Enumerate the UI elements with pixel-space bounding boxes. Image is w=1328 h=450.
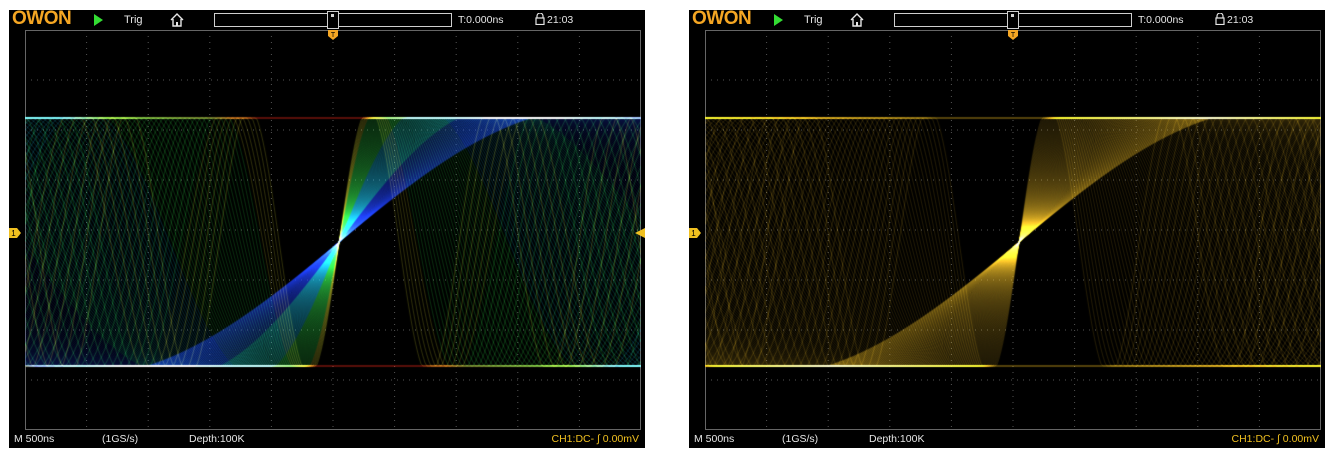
info-bar: M 500ns (1GS/s) Depth:100K CH1:DC- ∫ 0.0… [689,430,1325,448]
timebase-readout: M 500ns [14,433,55,445]
memory-depth-readout: Depth:100K [869,433,925,445]
channel-info-readout: CH1:DC- ∫ 0.00mV [1231,433,1319,445]
owon-logo: OWON [12,8,72,29]
trigger-level-marker-icon [635,228,645,238]
trigger-marker-icon: T [328,30,338,40]
waveform-display [25,30,641,430]
play-icon[interactable] [94,14,103,26]
svg-text:1: 1 [691,229,696,238]
status-bar: OWON Trig T:0.000ns 21:03 [689,8,1325,30]
lock-icon [535,13,545,25]
waveform-display [705,30,1321,430]
timebase-readout: M 500ns [694,433,735,445]
status-bar: OWON Trig T:0.000ns 21:03 [9,8,645,30]
lock-icon [1215,13,1225,25]
run-status: Trig [804,14,823,26]
oscilloscope-screen-right: OWON Trig T:0.000ns 21:03 T 1 M 500ns (1… [689,8,1325,448]
sample-rate-readout: (1GS/s) [102,433,139,445]
svg-text:T: T [331,32,336,39]
trigger-time-readout: T:0.000ns [1138,14,1184,26]
memory-position-bar[interactable] [214,11,452,29]
run-status: Trig [124,14,143,26]
play-icon[interactable] [774,14,783,26]
info-bar: M 500ns (1GS/s) Depth:100K CH1:DC- ∫ 0.0… [9,430,645,448]
channel1-marker-icon: 1 [689,228,701,238]
home-icon[interactable] [849,12,865,28]
position-handle[interactable] [1007,11,1019,29]
trigger-time-readout: T:0.000ns [458,14,504,26]
channel1-marker-icon: 1 [9,228,21,238]
sample-rate-readout: (1GS/s) [782,433,819,445]
position-handle[interactable] [327,11,339,29]
oscilloscope-screen-left: OWON Trig T:0.000ns 21:03 T 1 M 500ns (1… [9,8,645,448]
svg-text:1: 1 [11,229,16,238]
trigger-marker-icon: T [1008,30,1018,40]
channel-info-readout: CH1:DC- ∫ 0.00mV [551,433,639,445]
owon-logo: OWON [692,8,752,29]
svg-text:T: T [1011,32,1016,39]
memory-position-bar[interactable] [894,11,1132,29]
clock-readout: 21:03 [547,14,574,26]
clock-readout: 21:03 [1227,14,1254,26]
home-icon[interactable] [169,12,185,28]
memory-depth-readout: Depth:100K [189,433,245,445]
